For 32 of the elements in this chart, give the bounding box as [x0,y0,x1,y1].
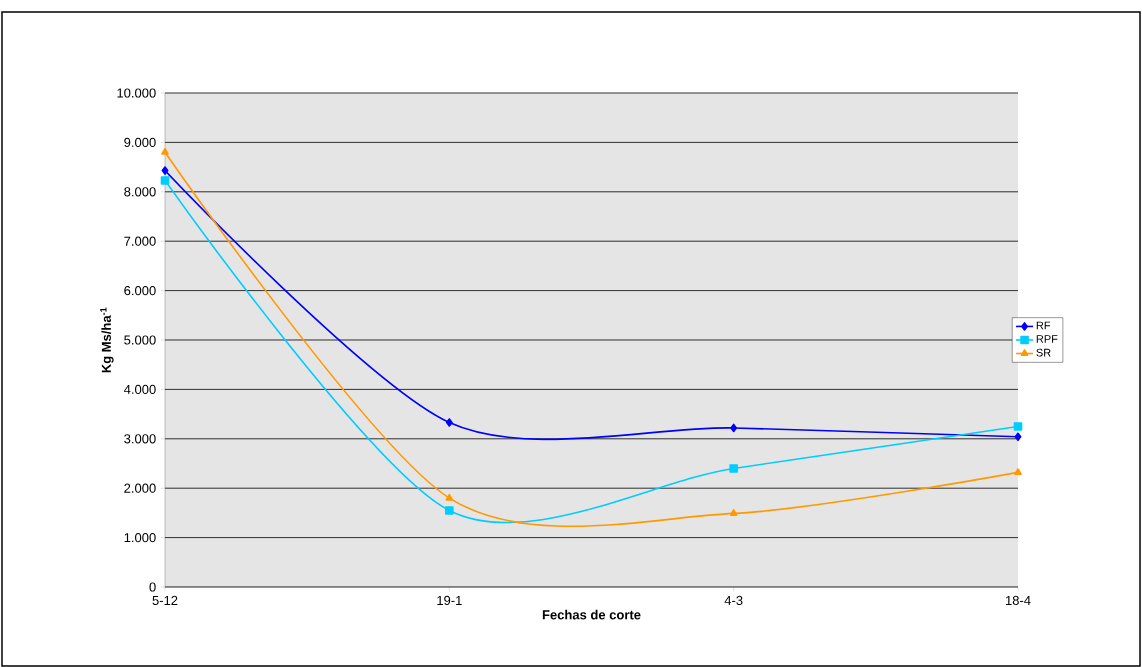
y-tick-label: 2.000 [124,483,156,493]
y-tick-label: 7.000 [124,236,156,246]
x-tick-label: 18-4 [1005,595,1031,605]
point [730,423,738,433]
point [1014,468,1022,475]
y-tick-label: 1.000 [124,532,156,543]
y-tick-label: 8.000 [124,187,156,197]
x-tick-label: 5-12 [152,595,178,605]
point [161,166,169,175]
y-tick-label: 3.000 [124,434,156,444]
x-axis-title: Fechas de corte [542,609,641,620]
point [445,418,453,427]
point [445,493,454,501]
point [161,147,169,155]
y-tick-label: 4.000 [123,384,156,394]
point [1014,432,1022,442]
legend-label: SR [1036,348,1051,357]
point [160,176,170,185]
legend-label: RPF [1036,335,1058,343]
point [729,509,738,516]
x-tick-label: 4-3 [724,595,743,605]
point [729,464,738,473]
y-tick-label: 9.000 [124,137,156,147]
y-tick-label: 0 [149,582,156,592]
point [445,506,454,515]
y-tick-label: 10.000 [117,88,156,98]
x-tick-label: 19-1 [437,595,462,605]
y-tick-label: 5.000 [124,335,156,345]
point [1013,422,1023,431]
y-axis-title: Kg Ms/ha$^{-1}$ [100,307,114,373]
y-tick-label: 6.000 [124,285,156,296]
legend-label: RF [1036,321,1051,330]
